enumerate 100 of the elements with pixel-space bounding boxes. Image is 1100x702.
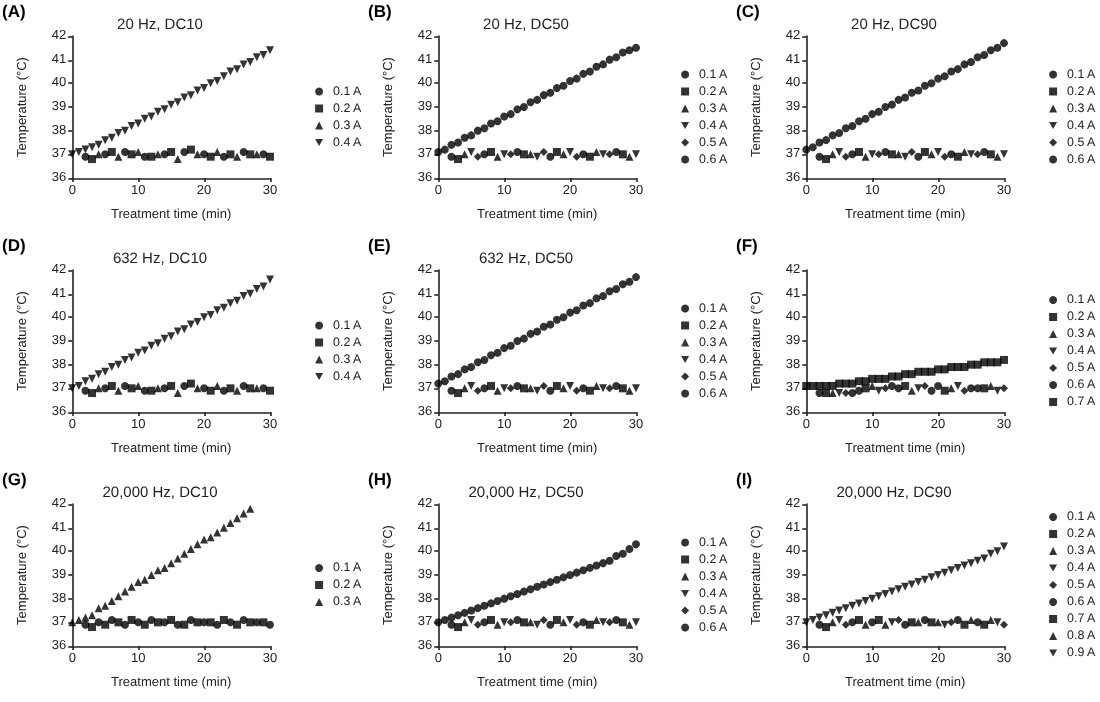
point [441,377,450,386]
point [474,126,483,135]
point [920,575,929,584]
point [500,150,509,159]
point [81,377,90,386]
point [926,79,935,88]
point [867,110,876,119]
point [619,280,628,289]
point [474,386,483,395]
point [101,620,110,629]
point [873,107,882,116]
point [533,95,542,104]
point [259,384,268,393]
point [992,386,1001,395]
point [992,547,1001,556]
point [814,152,823,161]
point [206,618,215,627]
point [448,386,457,395]
point [153,150,162,159]
point [94,604,103,613]
point [546,152,555,161]
point [801,145,810,154]
point [573,386,582,395]
point [461,133,470,142]
point [992,152,1001,161]
point [101,136,110,145]
point [593,615,602,624]
point [140,575,149,584]
point [494,117,503,126]
point [467,147,476,156]
point [193,618,202,627]
point [233,514,242,523]
point [560,81,569,90]
point [500,618,509,627]
point [180,381,189,390]
point [560,150,569,159]
point [953,152,962,161]
point [88,389,97,398]
point [992,618,1001,627]
point [619,150,628,159]
point [533,327,542,336]
point [540,147,549,156]
point [81,152,90,161]
point [953,381,962,390]
point [266,152,274,161]
point [626,152,634,161]
point [860,114,869,123]
point [101,150,110,159]
point [612,381,621,390]
point [939,72,948,81]
point [553,381,562,390]
point [946,566,955,575]
point [259,618,268,627]
point [167,559,176,568]
point [632,273,641,282]
point [233,296,242,305]
point [926,150,935,159]
point [266,46,274,55]
point [494,386,503,395]
point [533,582,542,591]
point [966,150,975,159]
point [454,611,463,620]
point [972,556,981,565]
point [527,98,536,107]
point [487,119,496,128]
point [507,618,516,627]
point [520,618,529,627]
point [186,320,195,329]
point [847,601,856,610]
point [180,147,189,156]
point [467,615,476,624]
point [900,381,909,390]
point [979,554,988,563]
point [854,386,863,395]
point [606,150,615,159]
point [160,563,169,572]
point [206,386,215,395]
point [206,310,215,319]
text: (F) [735,235,758,255]
point [546,578,555,587]
point [599,384,608,393]
point [266,275,274,284]
point [939,386,948,395]
point [219,303,228,312]
point [619,549,628,558]
point [612,615,621,624]
point [147,152,156,161]
point [114,618,123,627]
point [226,518,235,527]
point [933,618,942,627]
point [121,620,129,629]
point [186,379,195,388]
point [946,67,955,76]
point [999,542,1008,551]
point [999,150,1008,159]
point [979,384,988,393]
point [120,587,129,596]
point [167,147,176,156]
point [153,618,162,627]
point [926,573,935,582]
